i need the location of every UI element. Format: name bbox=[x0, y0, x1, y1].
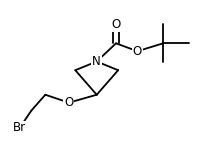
Text: O: O bbox=[111, 18, 121, 31]
Text: Br: Br bbox=[13, 121, 26, 134]
Text: N: N bbox=[92, 55, 101, 68]
Text: O: O bbox=[133, 45, 142, 58]
Text: O: O bbox=[64, 96, 74, 109]
